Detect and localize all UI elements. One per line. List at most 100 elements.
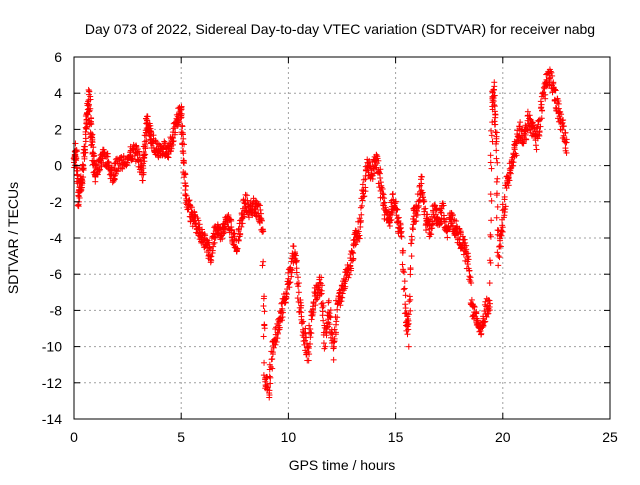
data-point — [465, 256, 472, 263]
data-point — [338, 286, 345, 293]
data-point — [510, 159, 517, 166]
data-point — [560, 123, 567, 130]
data-point — [73, 148, 80, 155]
data-point — [74, 202, 81, 209]
data-point — [417, 197, 424, 204]
data-point — [486, 257, 493, 264]
data-point — [486, 280, 493, 287]
data-point — [542, 95, 549, 102]
data-point — [299, 319, 306, 326]
data-point — [534, 124, 541, 131]
data-point — [123, 162, 130, 169]
data-point — [319, 300, 326, 307]
data-point — [257, 206, 264, 213]
data-point — [94, 171, 101, 178]
data-point — [555, 105, 562, 112]
data-point — [82, 138, 89, 145]
data-point — [89, 139, 96, 146]
data-point — [196, 221, 203, 228]
data-point — [400, 286, 407, 293]
data-point — [206, 244, 213, 251]
data-point — [405, 343, 412, 350]
data-point — [491, 79, 498, 86]
data-point — [392, 199, 399, 206]
data-point — [466, 267, 473, 274]
data-point — [455, 235, 462, 242]
data-point — [267, 380, 274, 387]
data-point — [258, 217, 265, 224]
y-tick-label: 2 — [54, 121, 62, 137]
data-point — [88, 121, 95, 128]
data-point — [536, 128, 543, 135]
data-point — [310, 309, 317, 316]
data-point — [488, 217, 495, 224]
data-point — [306, 322, 313, 329]
data-point — [502, 203, 509, 210]
data-point — [356, 215, 363, 222]
data-point — [214, 221, 221, 228]
data-point — [244, 197, 251, 204]
data-point — [279, 309, 286, 316]
data-point — [388, 216, 395, 223]
data-point — [259, 226, 266, 233]
data-point — [437, 209, 444, 216]
data-point — [81, 143, 88, 150]
data-point — [424, 211, 431, 218]
data-point — [207, 253, 214, 260]
data-point — [82, 131, 89, 138]
data-point — [440, 200, 447, 207]
y-tick-label: -10 — [42, 339, 62, 355]
data-point — [505, 182, 512, 189]
data-point — [422, 205, 429, 212]
data-point — [235, 237, 242, 244]
data-point — [302, 330, 309, 337]
data-point — [501, 193, 508, 200]
data-point — [312, 296, 319, 303]
data-point — [272, 341, 279, 348]
data-point — [147, 125, 154, 132]
data-point — [124, 161, 131, 168]
data-point — [325, 297, 332, 304]
x-tick-label: 25 — [602, 429, 618, 445]
data-point — [323, 330, 330, 337]
data-point — [408, 253, 415, 260]
y-tick-label: -14 — [42, 411, 62, 427]
data-point — [312, 302, 319, 309]
data-point — [258, 216, 265, 223]
data-point — [407, 307, 414, 314]
data-point — [494, 249, 501, 256]
data-point — [179, 122, 186, 129]
data-point — [342, 283, 349, 290]
data-point — [468, 279, 475, 286]
data-point — [181, 157, 188, 164]
data-point — [129, 156, 136, 163]
data-point — [267, 374, 274, 381]
data-point — [539, 90, 546, 97]
data-point — [532, 142, 539, 149]
data-point — [486, 297, 493, 304]
axis-ticks: 0 5 10 15 20 25 -14 -12 -10 -8 -6 -4 -2 0 2 4 6 — [42, 49, 618, 445]
y-axis-label: SDTVAR / TECUs — [5, 182, 21, 294]
data-point — [373, 152, 380, 159]
data-point — [334, 306, 341, 313]
data-point — [381, 199, 388, 206]
data-point — [494, 159, 501, 166]
data-point — [269, 351, 276, 358]
data-point — [537, 123, 544, 130]
data-point — [76, 194, 83, 201]
data-point — [147, 128, 154, 135]
data-point — [169, 141, 176, 148]
data-point — [495, 252, 502, 259]
data-point — [421, 198, 428, 205]
data-point — [368, 171, 375, 178]
data-point — [506, 177, 513, 184]
data-point — [389, 190, 396, 197]
data-point — [418, 180, 425, 187]
y-tick-label: -6 — [50, 266, 63, 282]
data-point — [493, 214, 500, 221]
data-point — [488, 165, 495, 172]
data-point — [356, 235, 363, 242]
data-point — [506, 169, 513, 176]
data-point — [559, 126, 566, 133]
